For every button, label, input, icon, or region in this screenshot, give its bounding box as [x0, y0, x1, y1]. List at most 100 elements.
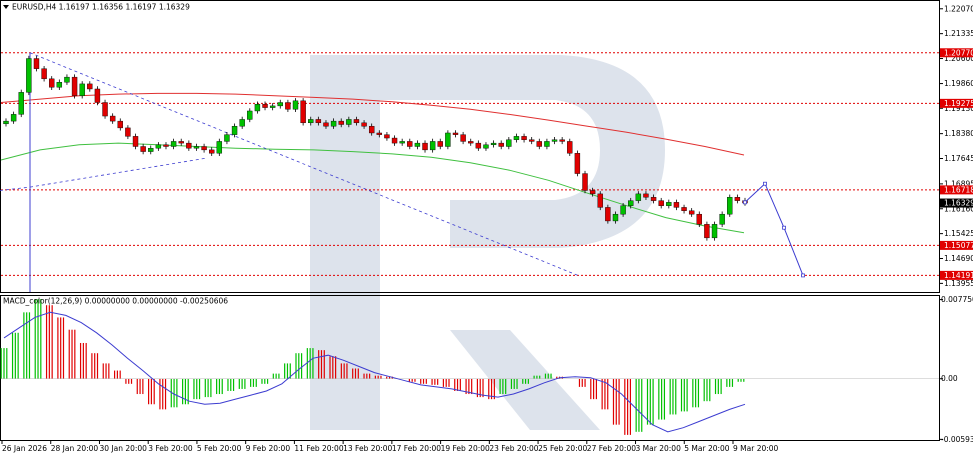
price-tick-label: 1.19130 [944, 104, 973, 113]
candle-body [368, 125, 375, 134]
candle-body [483, 144, 489, 149]
candle-body [460, 134, 466, 142]
candle-body [315, 119, 322, 124]
price-label-box [940, 198, 973, 208]
candle-body [696, 213, 702, 225]
ma-red-line [0, 92, 745, 156]
candle-body [391, 137, 398, 144]
price-label-box [940, 48, 973, 58]
candle-body [521, 136, 527, 140]
candle-body [170, 141, 177, 147]
price-tick-label: 1.15425 [944, 229, 973, 238]
candle-body [544, 141, 550, 147]
macd-tick-label: -0.005937 [941, 435, 973, 444]
price-tick-label: 1.19860 [944, 79, 973, 88]
candle-body [3, 120, 9, 125]
candle-body [688, 210, 695, 215]
candle-body [163, 144, 169, 147]
candle-body [26, 58, 32, 93]
time-tick-label: 27 Feb 20:00 [587, 444, 636, 453]
candle-body [353, 119, 360, 124]
candle-body [94, 88, 101, 103]
candle-body [597, 193, 603, 208]
time-tick-label: 13 Feb 20:00 [343, 444, 392, 453]
candle-body [33, 58, 40, 69]
candle-body [513, 136, 520, 140]
candle-body [399, 141, 405, 144]
candle-body [551, 139, 558, 142]
price-label: 1.16329 [944, 199, 973, 208]
candle-body [155, 144, 162, 149]
candle-body [178, 141, 184, 144]
price-tick-label: 1.17645 [944, 154, 973, 163]
candle-body [528, 139, 535, 142]
forecast-point [801, 273, 805, 278]
price-tick-label: 1.13955 [944, 279, 973, 288]
price-label-box [940, 185, 973, 195]
forecast-path [743, 181, 805, 278]
macd-header: MACD_color(12,26,9) 0.00000000 0.0000000… [3, 297, 228, 306]
candle-body [582, 173, 588, 191]
candle-body [262, 104, 268, 108]
candle-body [285, 102, 291, 110]
candle-body [605, 207, 611, 222]
time-tick-label: 19 Feb 20:00 [441, 444, 490, 453]
price-label: 1.14191 [944, 271, 973, 280]
time-tick-label: 3 Feb 20:00 [148, 444, 193, 453]
candle-body [71, 76, 78, 96]
candle-body [574, 153, 581, 174]
forecast-line [744, 182, 804, 276]
candle-body [148, 147, 154, 152]
candle-body [338, 120, 344, 125]
candle-body [231, 125, 238, 135]
candle-body [56, 82, 63, 88]
macd-tick-label: 0.00 [941, 374, 958, 383]
time-tick-label: 28 Jan 20:00 [51, 444, 99, 453]
candle-body [300, 100, 306, 124]
candle-body [536, 141, 542, 147]
candle-body [323, 122, 329, 127]
candle-body [247, 110, 253, 120]
price-tick-label: 1.20600 [944, 54, 973, 63]
candle-body [658, 200, 664, 206]
candle-body [414, 142, 421, 147]
candle-body [10, 114, 17, 122]
macd-histogram [0, 299, 939, 435]
price-tick-label: 1.18380 [944, 129, 973, 138]
time-tick-label: 3 Mar 20:00 [636, 444, 682, 453]
price-panel-frame [0, 0, 940, 293]
candle-body [734, 197, 741, 201]
candle-body [681, 207, 687, 211]
price-label: 1.15077 [944, 241, 973, 250]
price-tick-label: 1.21335 [944, 29, 973, 38]
candle-body [186, 142, 192, 149]
price-label: 1.16718 [944, 185, 973, 194]
candle-body [269, 105, 276, 108]
price-label: 1.20770 [944, 48, 973, 57]
candle-body [330, 120, 337, 127]
candle-body [132, 136, 139, 147]
time-tick-label: 23 Feb 20:00 [489, 444, 538, 453]
candle-body [216, 141, 223, 154]
candle-body [468, 141, 474, 144]
candle-body [18, 92, 24, 115]
forecast-point [743, 200, 747, 205]
candle-body [498, 142, 504, 147]
candle-body [445, 132, 451, 147]
candle-body [490, 142, 497, 146]
dropdown-triangle-icon[interactable] [3, 5, 9, 9]
symbol-header: EURUSD,H4 1.16197 1.16356 1.16197 1.1632… [12, 3, 190, 12]
candle-body [635, 193, 642, 201]
candle-body [452, 132, 459, 135]
candle-body [407, 141, 413, 147]
macd-signal [3, 311, 746, 433]
candle-body [612, 213, 619, 222]
candle-body [109, 115, 116, 122]
candle-body [650, 197, 657, 201]
candle-body [117, 120, 123, 129]
candle-body [719, 213, 725, 225]
time-tick-label: 26 Jan 2026 [2, 444, 47, 453]
candle-body [361, 122, 367, 127]
